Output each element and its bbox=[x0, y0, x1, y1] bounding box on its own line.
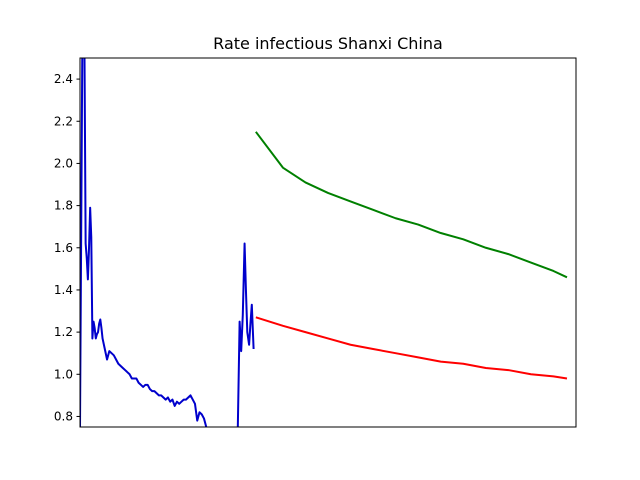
y-axis: 0.8 1.0 1.2 1.4 1.6 1.8 2.0 2.2 2.4 bbox=[54, 72, 80, 423]
y-tick-label: 1.0 bbox=[54, 367, 73, 381]
series-line-3 bbox=[255, 131, 568, 279]
y-tick-label: 1.4 bbox=[54, 283, 73, 297]
y-tick-label: 1.2 bbox=[54, 325, 73, 339]
y-tick-label: 2.4 bbox=[54, 72, 73, 86]
chart-title: Rate infectious Shanxi China bbox=[213, 34, 443, 53]
series-line-4 bbox=[255, 316, 568, 380]
series-layer bbox=[80, 58, 568, 427]
y-tick-label: 2.2 bbox=[54, 114, 73, 128]
series-line-2 bbox=[236, 242, 255, 427]
plot-frame bbox=[79, 57, 577, 428]
y-tick-label: 0.8 bbox=[54, 409, 73, 423]
y-tick-label: 1.6 bbox=[54, 241, 73, 255]
y-tick-label: 2.0 bbox=[54, 156, 73, 170]
y-tick-label: 1.8 bbox=[54, 199, 73, 213]
series-line-1 bbox=[80, 58, 208, 427]
